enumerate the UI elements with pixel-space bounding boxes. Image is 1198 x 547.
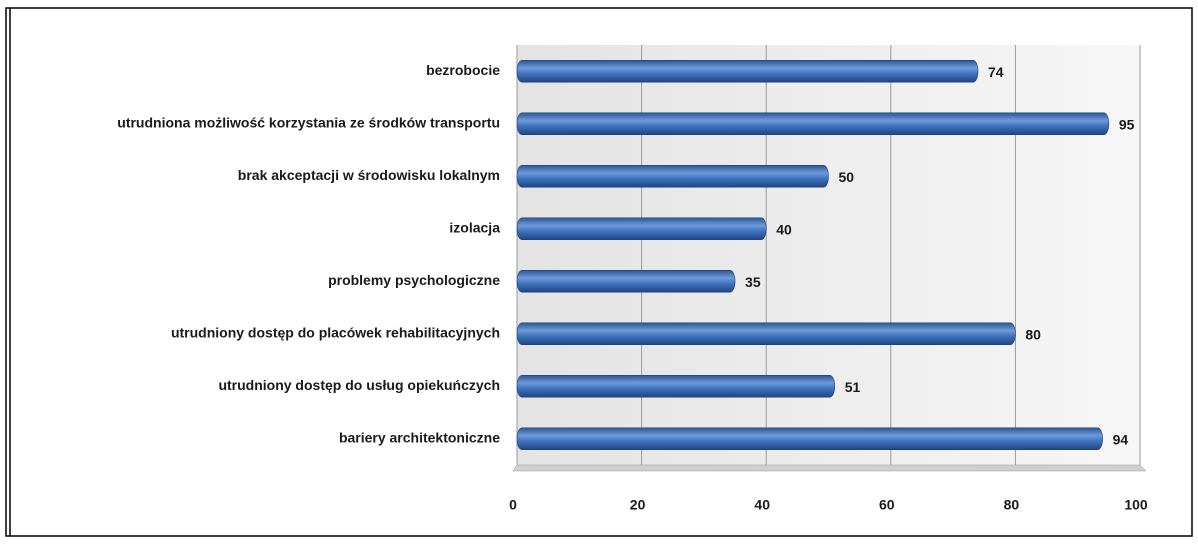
bar [516, 112, 1110, 136]
bar [516, 427, 1103, 451]
value-label: 35 [745, 274, 761, 290]
y-tick-label: brak akceptacji w środowisku lokalnym [238, 167, 500, 183]
x-tick-label: 20 [630, 497, 646, 513]
y-tick-label: utrudniony dostęp do placówek rehabilita… [171, 324, 500, 340]
bar [516, 217, 767, 241]
bar [516, 322, 1016, 346]
value-label: 95 [1119, 116, 1135, 132]
bar [516, 269, 736, 293]
y-tick-label: problemy psychologiczne [328, 272, 500, 288]
y-tick-label: bezrobocie [426, 62, 500, 78]
x-tick-label: 40 [754, 497, 770, 513]
x-tick-label: 100 [1124, 497, 1148, 513]
x-tick-label: 0 [509, 497, 517, 513]
value-label: 40 [776, 221, 792, 237]
bar [516, 59, 979, 83]
value-label: 94 [1113, 431, 1129, 447]
x-tick-label: 60 [879, 497, 895, 513]
value-label: 74 [988, 64, 1004, 80]
value-label: 80 [1025, 326, 1041, 342]
plot-area [517, 45, 1140, 465]
frame [5, 7, 1193, 537]
value-label: 50 [839, 169, 855, 185]
bar [516, 164, 829, 188]
value-label: 51 [845, 379, 861, 395]
y-tick-label: utrudniony dostęp do usług opiekuńczych [218, 377, 500, 393]
y-tick-label: bariery architektoniczne [339, 429, 500, 445]
y-tick-label: izolacja [449, 219, 500, 235]
floor [512, 464, 1147, 472]
x-tick-label: 80 [1004, 497, 1020, 513]
bar [516, 374, 836, 398]
y-tick-label: utrudniona możliwość korzystania ze środ… [117, 114, 500, 130]
